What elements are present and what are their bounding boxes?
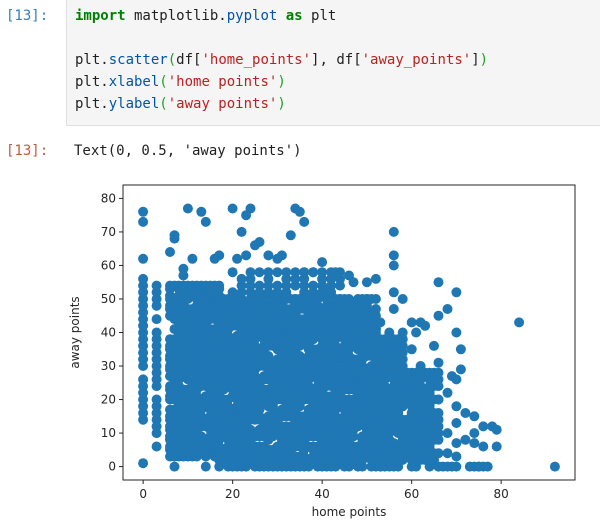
svg-text:60: 60 xyxy=(101,258,116,272)
svg-text:50: 50 xyxy=(101,292,116,306)
code-line: plt.ylabel('away points') xyxy=(75,96,286,112)
svg-text:10: 10 xyxy=(101,426,116,440)
output-prompt: [13]: xyxy=(6,143,49,159)
output-text: Text(0, 0.5, 'away points') xyxy=(74,143,302,159)
svg-text:70: 70 xyxy=(101,225,116,239)
input-prompt: [13]: xyxy=(6,8,49,24)
svg-text:80: 80 xyxy=(101,191,116,205)
svg-text:60: 60 xyxy=(404,487,419,501)
svg-text:40: 40 xyxy=(315,487,330,501)
svg-text:40: 40 xyxy=(101,326,116,340)
y-axis-label: away points xyxy=(68,296,82,368)
code-line: plt.scatter(df['home_points'], df['away_… xyxy=(75,52,489,68)
svg-text:20: 20 xyxy=(225,487,240,501)
x-axis-label: home points xyxy=(312,505,387,519)
scatter-plot: 0 20 40 60 80 0 10 20 30 40 50 60 70 80 home points … xyxy=(0,170,600,528)
x-axis-ticks: 0 20 40 60 80 xyxy=(139,480,509,501)
code-line: import matplotlib.pyplot as plt xyxy=(75,8,337,24)
svg-text:80: 80 xyxy=(494,487,509,501)
code-cell-editor[interactable]: import matplotlib.pyplot as plt plt.scatt… xyxy=(66,0,600,126)
code-line: plt.xlabel('home points') xyxy=(75,74,286,90)
svg-text:0: 0 xyxy=(108,460,116,474)
y-axis-ticks: 0 10 20 30 40 50 60 70 80 xyxy=(101,191,123,474)
svg-text:20: 20 xyxy=(101,393,116,407)
scatter-points xyxy=(138,203,560,472)
svg-text:30: 30 xyxy=(101,359,116,373)
svg-text:0: 0 xyxy=(139,487,147,501)
